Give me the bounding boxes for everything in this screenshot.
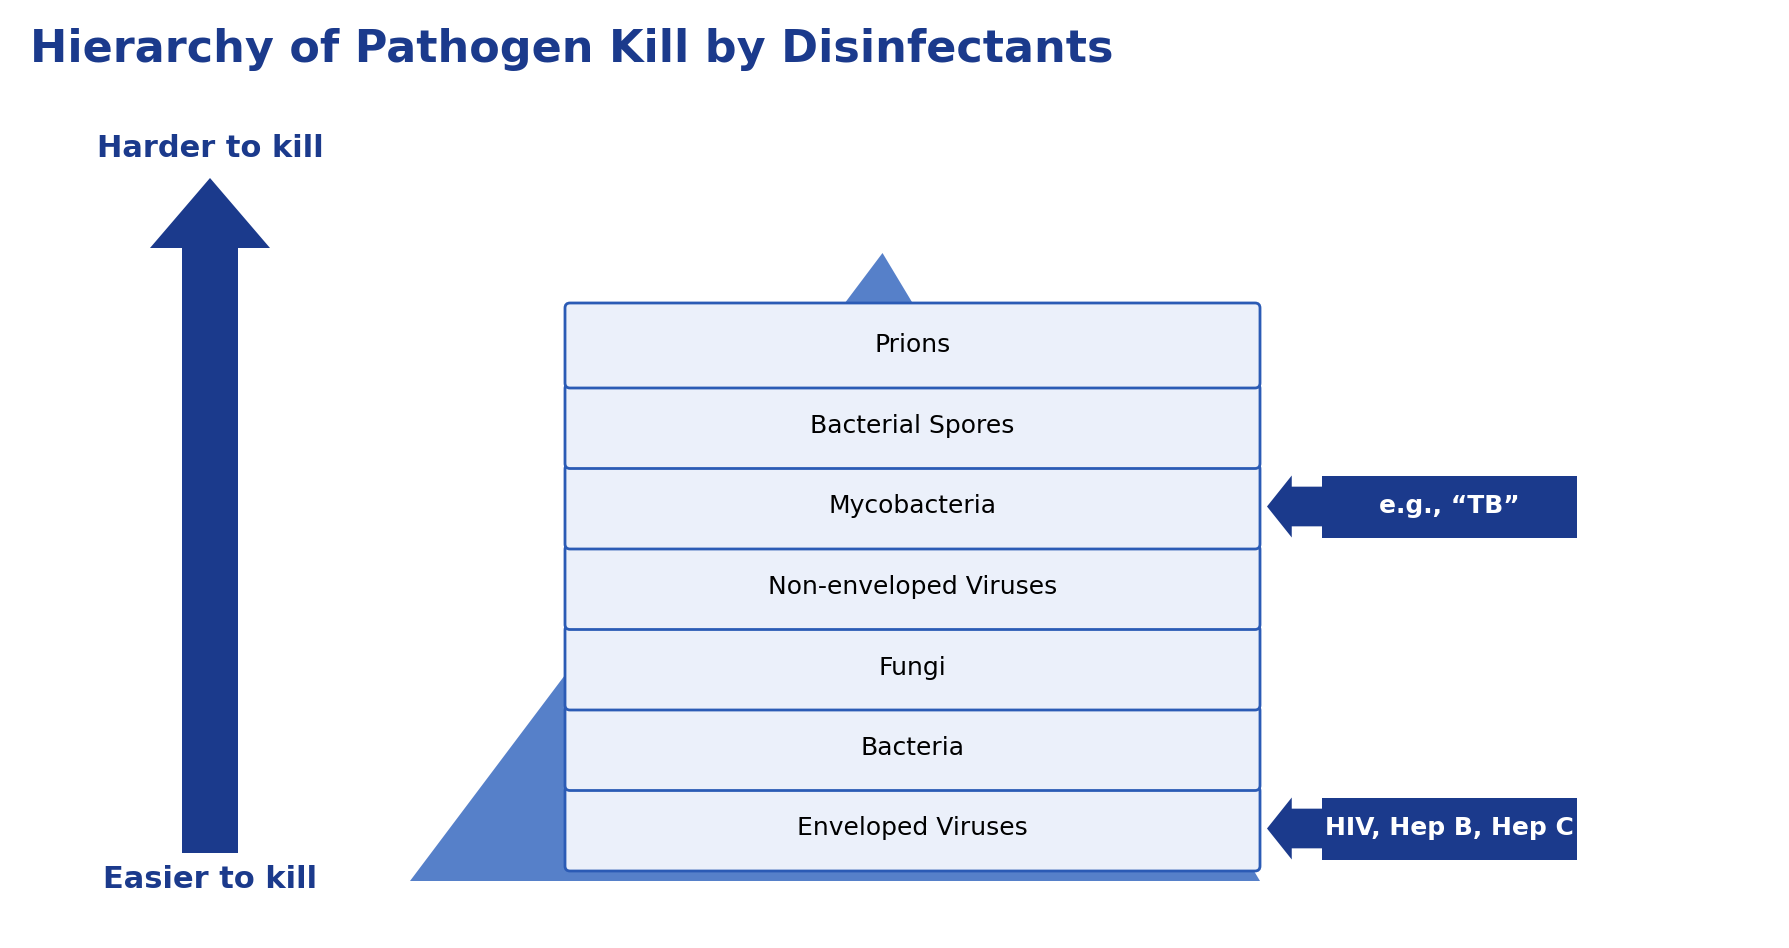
Polygon shape (1267, 797, 1322, 860)
FancyBboxPatch shape (565, 625, 1259, 710)
Text: Non-enveloped Viruses: Non-enveloped Viruses (767, 575, 1057, 599)
Text: Prions: Prions (873, 334, 950, 357)
Polygon shape (150, 178, 270, 853)
FancyBboxPatch shape (565, 544, 1259, 629)
Text: Bacteria: Bacteria (861, 736, 964, 760)
FancyBboxPatch shape (565, 384, 1259, 468)
FancyBboxPatch shape (1322, 797, 1576, 860)
FancyBboxPatch shape (1322, 476, 1576, 538)
Text: Bacterial Spores: Bacterial Spores (810, 414, 1014, 438)
Text: Enveloped Viruses: Enveloped Viruses (796, 816, 1027, 841)
FancyBboxPatch shape (565, 464, 1259, 549)
Text: Fungi: Fungi (878, 655, 946, 680)
Polygon shape (1267, 476, 1322, 538)
Text: HIV, Hep B, Hep C: HIV, Hep B, Hep C (1324, 816, 1573, 841)
FancyBboxPatch shape (565, 786, 1259, 871)
Text: Easier to kill: Easier to kill (104, 865, 317, 894)
Text: Hierarchy of Pathogen Kill by Disinfectants: Hierarchy of Pathogen Kill by Disinfecta… (30, 28, 1113, 71)
Text: e.g., “TB”: e.g., “TB” (1378, 495, 1519, 519)
Text: Mycobacteria: Mycobacteria (828, 495, 996, 519)
FancyBboxPatch shape (565, 705, 1259, 791)
Text: Harder to kill: Harder to kill (97, 134, 324, 163)
Polygon shape (410, 253, 1259, 881)
FancyBboxPatch shape (565, 303, 1259, 388)
